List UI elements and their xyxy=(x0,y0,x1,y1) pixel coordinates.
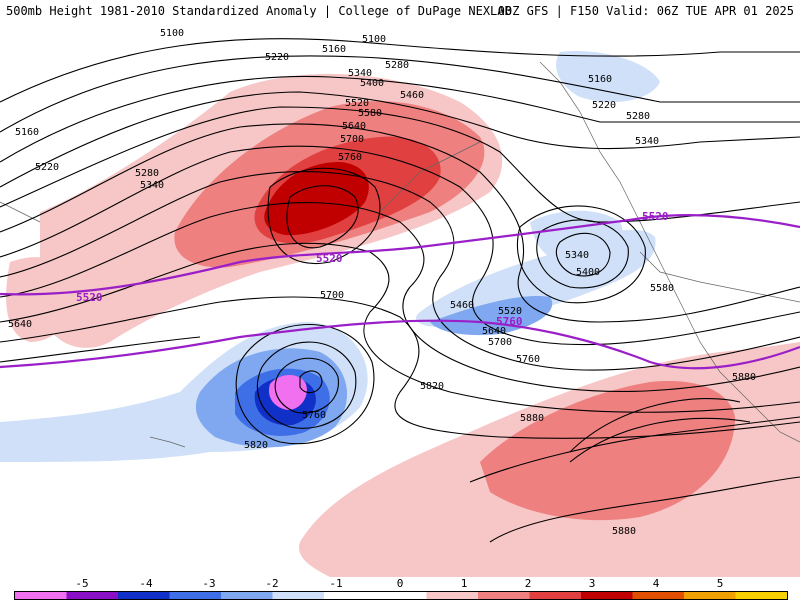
map-title: 500mb Height 1981-2010 Standardized Anom… xyxy=(6,4,512,18)
contour-label: 5220 xyxy=(592,100,616,111)
colorbar-label: -5 xyxy=(75,577,89,590)
contour-label: 5820 xyxy=(420,381,444,392)
contour-label: 5640 xyxy=(482,326,506,337)
contour-label: 5220 xyxy=(35,162,59,173)
weather-map: 5100 5100 5160 5160 5160 5220 5220 5220 … xyxy=(0,22,800,577)
contour-label: 5160 xyxy=(588,74,612,85)
contour-label: 5460 xyxy=(400,90,424,101)
colorbar-label: -1 xyxy=(329,577,343,590)
contour-label: 5280 xyxy=(626,111,650,122)
contour-label: 5520 xyxy=(345,98,369,109)
contour-label: 5100 xyxy=(362,34,386,45)
colorbar-label: 2 xyxy=(524,577,532,590)
model-valid-time: 00Z GFS | F150 Valid: 06Z TUE APR 01 202… xyxy=(497,4,794,18)
contour-label: 5520 xyxy=(498,306,522,317)
contour-label: 5220 xyxy=(265,52,289,63)
colorbar-strip xyxy=(14,591,788,600)
highlight-labels: 5520 5520 5520 5760 xyxy=(76,210,669,328)
contour-label: 5280 xyxy=(385,60,409,71)
contour-label: 5340 xyxy=(565,250,589,261)
contour-labels: 5100 5100 5160 5160 5160 5220 5220 5220 … xyxy=(8,28,756,537)
contour-label: 5580 xyxy=(358,108,382,119)
contour-label: 5880 xyxy=(520,413,544,424)
contour-label: 5400 xyxy=(360,78,384,89)
colorbar-label: 4 xyxy=(652,577,660,590)
contour-label: 5880 xyxy=(732,372,756,383)
highlight-label: 5520 xyxy=(316,252,343,265)
contour-label: 5400 xyxy=(576,267,600,278)
colorbar-label: -2 xyxy=(265,577,279,590)
contour-label: 5640 xyxy=(8,319,32,330)
contour-label: 5280 xyxy=(135,168,159,179)
colorbar: -5 -4 -3 -2 -1 0 1 2 3 4 5 xyxy=(0,577,800,600)
highlight-label: 5760 xyxy=(496,315,523,328)
colorbar-label: -4 xyxy=(139,577,153,590)
colorbar-label: 5 xyxy=(716,577,724,590)
colorbar-label: 3 xyxy=(588,577,596,590)
contour-label: 5880 xyxy=(612,526,636,537)
contour-label: 5340 xyxy=(140,180,164,191)
contour-label: 5760 xyxy=(516,354,540,365)
contour-label: 5700 xyxy=(488,337,512,348)
colorbar-label: -3 xyxy=(202,577,216,590)
contour-label: 5160 xyxy=(322,44,346,55)
contour-label: 5640 xyxy=(342,121,366,132)
contour-label: 5340 xyxy=(635,136,659,147)
contour-label: 5100 xyxy=(160,28,184,39)
colorbar-label: 0 xyxy=(396,577,404,590)
map-header: 500mb Height 1981-2010 Standardized Anom… xyxy=(0,0,800,22)
contour-label: 5820 xyxy=(244,440,268,451)
colorbar-label: 1 xyxy=(460,577,468,590)
contour-label: 5760 xyxy=(338,152,362,163)
contour-label: 5460 xyxy=(450,300,474,311)
contour-label: 5760 xyxy=(302,410,326,421)
contour-label: 5580 xyxy=(650,283,674,294)
negative-anomaly-low xyxy=(0,322,368,462)
highlight-label: 5520 xyxy=(642,210,669,223)
positive-anomaly-north xyxy=(40,73,503,348)
contour-label: 5340 xyxy=(348,68,372,79)
highlight-label: 5520 xyxy=(76,291,103,304)
contour-label: 5160 xyxy=(15,127,39,138)
contour-label: 5700 xyxy=(340,134,364,145)
highlight-contours xyxy=(0,213,800,370)
contour-label: 5700 xyxy=(320,290,344,301)
